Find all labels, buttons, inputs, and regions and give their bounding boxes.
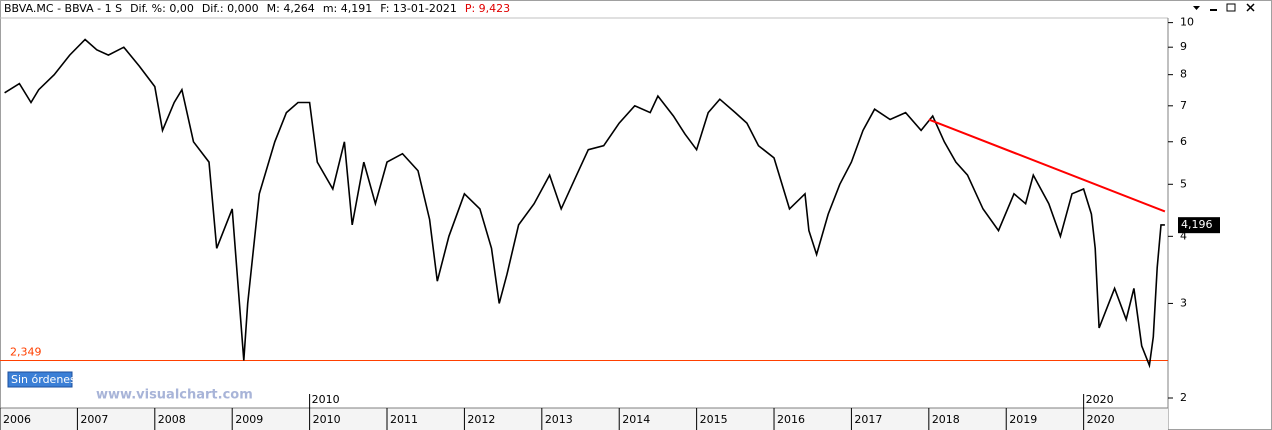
watermark: www.visualchart.com [96, 388, 253, 403]
x-tick-label: 2007 [80, 413, 108, 426]
decade-label: 2010 [312, 393, 340, 406]
x-tick-label: 2014 [622, 413, 650, 426]
header-field: Dif.: 0,000 [202, 2, 259, 15]
header: BBVA.MC - BBVA - 1 S Dif. %: 0,00 Dif.: 0,… [4, 2, 510, 15]
y-tick-label: 8 [1180, 68, 1187, 81]
x-tick-label: 2012 [467, 413, 495, 426]
x-tick-label: 2010 [313, 413, 341, 426]
y-tick-label: 10 [1180, 16, 1194, 29]
x-tick-label: 2006 [3, 413, 31, 426]
price-line [4, 38, 1165, 369]
maximize-button[interactable] [1226, 3, 1236, 12]
header-field: M: 4,264 [267, 2, 315, 15]
plot-area: 2 3 4 5 6 7 8 9 10 2006 2007 2008 2009 2010 2011 2012 20… [0, 16, 1220, 430]
x-tick-label: 2019 [1009, 413, 1037, 426]
header-field: Dif. %: 0,00 [130, 2, 194, 15]
header-field: P: 9,423 [465, 2, 510, 15]
y-tick-label: 9 [1180, 40, 1187, 53]
x-tick-label: 2018 [932, 413, 960, 426]
x-tick-label: 2020 [1087, 413, 1115, 426]
support-label: 2,349 [10, 345, 42, 358]
last-price-label: 4,196 [1181, 218, 1213, 231]
y-tick-label: 3 [1180, 296, 1187, 309]
y-tick-label: 2 [1180, 391, 1187, 404]
decade-label: 2020 [1086, 393, 1114, 406]
menu-button[interactable] [1193, 6, 1200, 10]
y-tick-label: 7 [1180, 99, 1187, 112]
y-tick-label: 6 [1180, 135, 1187, 148]
y-tick-label: 4 [1180, 229, 1187, 242]
trendline [928, 118, 1166, 213]
header-field: BBVA.MC - BBVA - 1 S [4, 2, 122, 15]
orders-button-label[interactable]: Sin órdenes [11, 373, 76, 386]
bottom-axis [0, 408, 1168, 430]
x-tick-label: 2016 [777, 413, 805, 426]
last-price-box [1178, 217, 1220, 234]
window-buttons [1193, 3, 1255, 12]
header-field: F: 13-01-2021 [380, 2, 457, 15]
header-field: m: 4,191 [323, 2, 372, 15]
x-tick-label: 2009 [235, 413, 263, 426]
x-tick-label: 2011 [390, 413, 418, 426]
x-tick-label: 2008 [158, 413, 186, 426]
x-tick-label: 2015 [700, 413, 728, 426]
x-tick-label: 2013 [545, 413, 573, 426]
close-button[interactable] [1246, 3, 1255, 12]
orders-button[interactable] [7, 371, 73, 388]
y-tick-label: 5 [1180, 177, 1187, 190]
x-tick-label: 2017 [854, 413, 882, 426]
